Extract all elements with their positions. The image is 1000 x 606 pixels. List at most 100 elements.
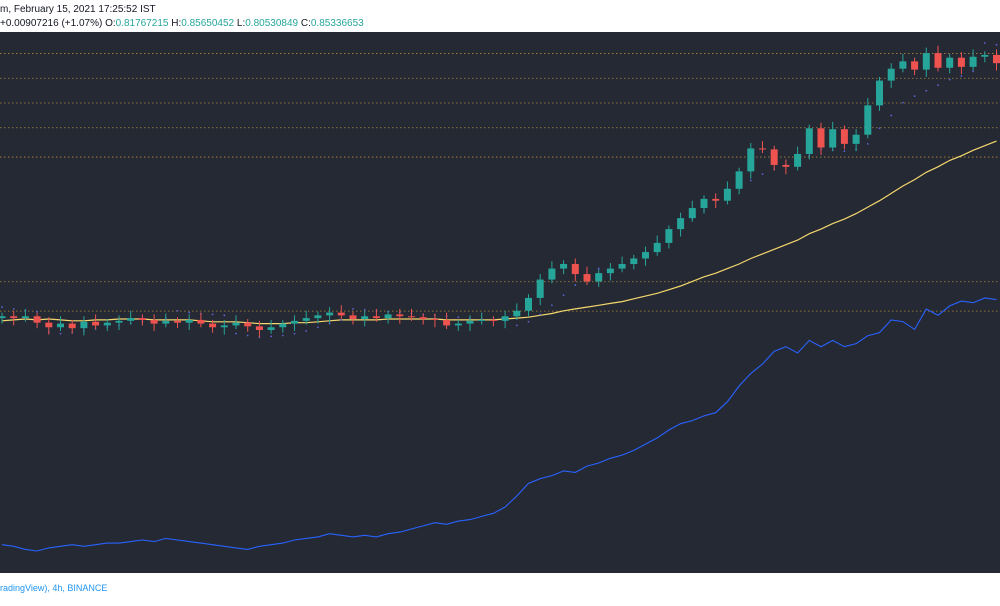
candle-body [103,322,111,326]
candle-body [735,171,743,189]
sar-dot [843,150,846,153]
price-chart[interactable] [0,32,1000,573]
candle-body [80,321,88,329]
candle-body [174,320,181,323]
candle-body [782,164,790,167]
candle-body [653,242,661,253]
sar-dot [574,284,577,286]
candle-body [794,153,802,167]
candle-body [92,321,100,326]
candle-body [255,326,263,331]
candle-body [969,56,977,67]
candle-body [478,319,486,321]
candle-body [677,218,685,230]
candle-body [0,316,6,319]
candle-body [665,229,673,243]
candle-body [513,310,521,317]
candle-body [560,263,568,269]
candle-body [595,273,603,282]
candle-body [712,198,720,201]
candle-body [899,61,907,69]
candle-body [220,325,228,328]
footer: radingView), 4h, BINANCE [0,574,1000,600]
sar-dot [36,310,38,313]
candle-body [630,258,638,264]
sar-dot [960,75,963,77]
sar-dot [363,308,366,311]
candle-body [688,208,696,219]
candle-body [314,315,322,319]
sar-dot [937,84,939,87]
close-value: 0.85336653 [310,18,364,29]
sar-dot [972,70,974,73]
sar-dot [281,334,284,337]
sar-dot [340,319,343,321]
sar-dot [597,267,600,270]
sar-dot [59,332,62,335]
chart-area[interactable]: 2213:3025272913:30Feb3513:30810121 [0,32,1000,599]
candle-body [642,252,649,259]
sar-dot [328,322,331,325]
candle-body [946,57,954,68]
sar-dot [913,95,916,98]
candle-body [349,315,357,320]
candle-body [396,314,404,317]
candle-body [501,316,509,321]
candle-body [267,327,275,331]
candle-body [700,198,708,209]
candle-body [571,263,579,275]
candle-body [852,134,860,144]
sar-dot [761,173,764,176]
candle-body [150,319,158,324]
candle-body [408,316,415,318]
high-value: 0.85650452 [181,18,235,29]
study-label: radingView), 4h, BINANCE [0,583,108,593]
candle-body [876,80,883,106]
high-label: H: [171,18,182,29]
candle-body [209,323,217,328]
candle-body [419,317,427,320]
candle-body [548,268,556,280]
candle-body [583,274,591,282]
candle-body [957,57,965,67]
sar-dot [902,101,904,104]
sar-dot [188,311,191,314]
candle-body [723,188,731,201]
candle-body [291,320,298,324]
candle-body [922,53,930,70]
candle-body [302,318,310,321]
sar-dot [983,42,986,44]
open-label: O: [105,18,116,29]
indicator-line [1,297,997,552]
sar-dot [305,330,308,332]
close-label: C: [300,18,311,29]
sar-dot [12,308,15,310]
sar-dot [866,142,869,145]
candle-body [759,148,766,150]
candle-body [431,319,439,321]
candle-body [138,318,146,320]
candle-body [993,54,1000,64]
sar-dot [352,308,354,310]
candle-body [536,279,544,298]
sar-dot [562,294,565,297]
candle-body [829,129,837,148]
candle-body [489,319,497,321]
low-label: L: [236,18,246,29]
sar-dot [1,306,3,308]
candle-body [454,323,462,326]
candle-body [372,316,380,319]
sar-dot [211,313,214,316]
moving-average-line [1,140,997,325]
candle-body [747,148,755,172]
sar-dot [925,89,928,92]
candle-body [361,316,369,320]
candle-body [618,263,626,269]
candle-body [115,320,123,323]
candle-body [981,54,989,57]
sar-dot [890,114,893,117]
candle-body [162,320,170,324]
candle-body [45,322,53,328]
candle-body [232,322,240,326]
candle-body [57,323,64,328]
